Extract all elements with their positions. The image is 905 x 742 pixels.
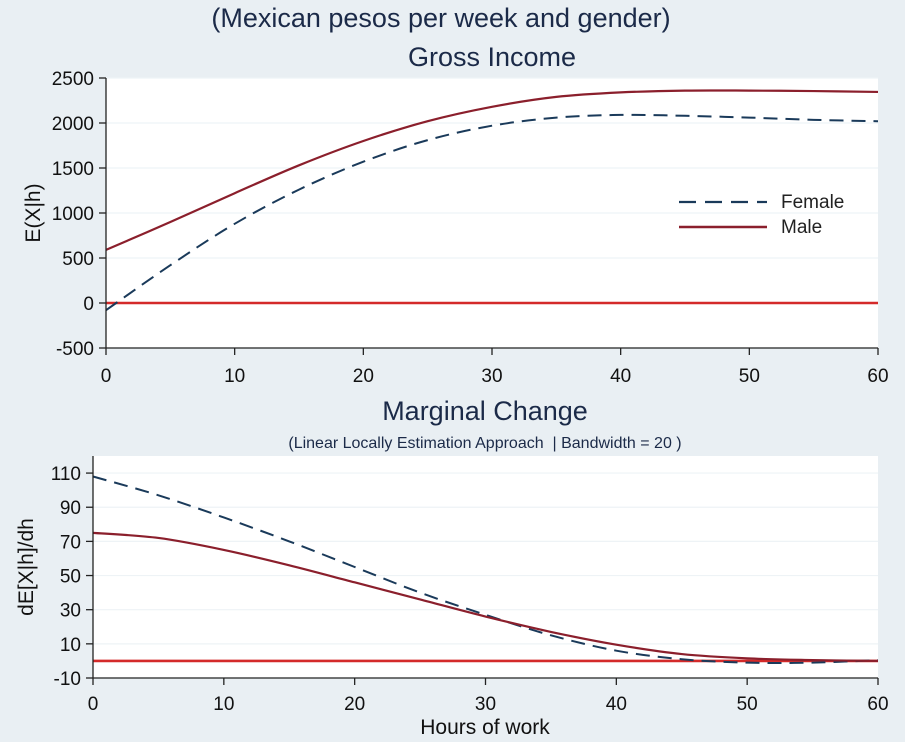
bottom-y-tick-label-5: 90 [60, 498, 81, 519]
legend-female-label: Female [781, 192, 844, 213]
top-series-group [105, 89, 879, 312]
top-x-tick-label-4: 40 [610, 366, 631, 387]
top-y-tick-label-0: -500 [56, 339, 94, 360]
legend: Female Male [679, 192, 844, 238]
bottom-plot-area [93, 456, 878, 678]
bottom-chart-title: Marginal Change [382, 396, 588, 426]
top-y-tick-label-5: 2000 [52, 114, 94, 135]
top-y-tick-label-3: 1000 [52, 204, 94, 225]
top-y-tick-label-4: 1500 [52, 159, 94, 180]
bottom-y-tick-label-0: -10 [54, 669, 81, 690]
bottom-series-female-line [92, 475, 879, 665]
top-x-tick-label-5: 50 [739, 366, 760, 387]
bottom-chart-subtitle: (Linear Locally Estimation Approach | Ba… [288, 435, 681, 452]
top-y-tick-label-2: 500 [62, 249, 94, 270]
top-x-tick-label-0: 0 [101, 366, 112, 387]
top-chart-title: Gross Income [408, 42, 576, 72]
top-x-tick-label-3: 30 [481, 366, 502, 387]
bottom-x-tick-label-1: 10 [213, 694, 234, 715]
bottom-y-ticks: -10 10 30 50 70 90 110 [51, 456, 94, 690]
top-x-tick-label-1: 10 [224, 366, 245, 387]
bottom-y-tick-label-1: 10 [60, 635, 81, 656]
bottom-x-tick-label-3: 30 [475, 694, 496, 715]
bottom-y-tick-label-3: 50 [60, 567, 81, 588]
bottom-x-ticks: 0 10 20 30 40 50 60 [88, 677, 889, 715]
top-y-tick-label-6: 2500 [52, 69, 94, 90]
bottom-chart: -10 10 30 50 70 90 110 0 10 20 30 40 50 60 dE[X|h]/d… [15, 456, 889, 739]
top-series-female-line [105, 113, 879, 312]
bottom-x-axis-label: Hours of work [420, 716, 550, 739]
top-y-ticks: -500 0 500 1000 1500 2000 2500 [52, 69, 107, 360]
top-y-axis-label: E(X|h) [22, 183, 45, 242]
bottom-x-tick-label-6: 60 [867, 694, 888, 715]
bottom-x-tick-label-5: 50 [737, 694, 758, 715]
bottom-series-group [92, 475, 879, 665]
page-title: (Mexican pesos per week and gender) [211, 3, 670, 33]
bottom-x-tick-label-0: 0 [88, 694, 99, 715]
top-x-ticks: 0 10 20 30 40 50 60 [101, 347, 889, 387]
top-series-male-line [105, 89, 879, 251]
top-y-tick-label-1: 0 [83, 294, 94, 315]
top-chart: -500 0 500 1000 1500 2000 2500 0 10 20 30 40 50 60 E… [22, 69, 889, 387]
legend-male-label: Male [781, 217, 822, 238]
bottom-y-axis-label: dE[X|h]/dh [15, 518, 38, 616]
bottom-y-tick-label-4: 70 [60, 532, 81, 553]
bottom-x-tick-label-4: 40 [606, 694, 627, 715]
bottom-y-tick-label-2: 30 [60, 601, 81, 622]
bottom-series-male-line [92, 531, 879, 663]
bottom-y-tick-label-6: 110 [51, 464, 81, 485]
top-x-tick-label-2: 20 [353, 366, 374, 387]
top-x-tick-label-6: 60 [867, 366, 888, 387]
bottom-x-tick-label-2: 20 [344, 694, 365, 715]
bottom-grid [93, 472, 878, 679]
